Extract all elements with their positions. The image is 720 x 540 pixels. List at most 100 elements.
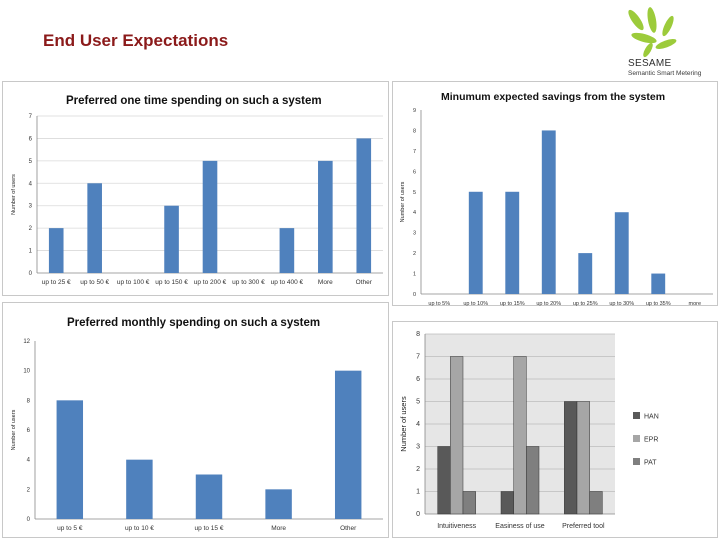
monthly-spending-chart-svg: 0 2 4 6 8 10 12 Preferred monthly spending on s…: [11, 317, 383, 532]
sesame-leaf-icon: [628, 7, 677, 58]
y-tick-label: 10: [23, 369, 30, 375]
x-tick-label: up to 25%: [573, 301, 598, 307]
bar-5: [614, 212, 629, 294]
y-tick-label: 1: [416, 489, 420, 496]
y-tick-label: 2: [416, 466, 420, 473]
bar-2: [505, 191, 520, 294]
monthly-spending-chart: 0 2 4 6 8 10 12 Preferred monthly spending on s…: [2, 302, 389, 538]
y-tick-label: 7: [29, 114, 33, 120]
bar-8: [356, 138, 372, 273]
x-tick-label: Easiness of use: [495, 523, 545, 530]
y-tick-label: 3: [416, 444, 420, 451]
y-tick-label: 3: [29, 204, 33, 210]
y-tick-label: 7: [413, 149, 416, 155]
x-tick-label: up to 150 €: [155, 279, 188, 286]
y-tick-label: 6: [29, 136, 33, 142]
chart-title: Minumum expected savings from the system: [441, 91, 665, 103]
legend-label-epr: EPR: [644, 437, 658, 444]
y-tick-label: 1: [413, 272, 416, 278]
y-tick-label: 0: [413, 292, 416, 298]
y-tick-label: 4: [416, 421, 420, 428]
y-tick-label: 4: [27, 458, 31, 464]
y-tick-label: 1: [29, 249, 33, 255]
bar-pat-2: [589, 491, 603, 515]
x-tick-label: up to 400 €: [271, 279, 304, 286]
slide-title: End User Expectations: [43, 31, 229, 50]
x-tick-label: Preferred tool: [562, 523, 605, 530]
x-tick-label: up to 50 €: [80, 279, 109, 286]
x-tick-label: up to 5 €: [57, 525, 83, 532]
y-tick-label: 6: [413, 169, 416, 175]
bar-epr-0: [450, 356, 464, 515]
x-tick-label: up to 15%: [500, 301, 525, 307]
bar-3: [265, 489, 292, 519]
y-tick-label: 0: [27, 517, 31, 523]
y-tick-label: 4: [413, 210, 416, 216]
y-tick-label: 0: [416, 511, 420, 518]
logo-tagline: Semantic Smart Metering: [628, 70, 702, 77]
y-axis-label: Number of users: [11, 174, 17, 215]
y-tick-label: 6: [27, 428, 31, 434]
bar-2: [195, 474, 223, 519]
x-tick-label: Intuitiveness: [437, 523, 476, 530]
x-tick-label: up to 10 €: [125, 525, 154, 532]
bar-1: [468, 191, 483, 294]
legend-label-han: HAN: [644, 414, 659, 421]
y-tick-label: 9: [413, 108, 416, 114]
x-tick-label: more: [688, 301, 701, 307]
x-tick-label: up to 10%: [463, 301, 488, 307]
y-tick-label: 2: [413, 251, 416, 257]
bar-han-2: [564, 401, 578, 515]
x-tick-label: up to 5%: [428, 301, 450, 307]
bar-han-1: [500, 491, 514, 515]
bar-7: [318, 160, 333, 273]
bar-6: [651, 273, 666, 294]
logo-name: SESAME: [628, 58, 672, 69]
x-tick-label: up to 30%: [609, 301, 634, 307]
y-tick-label: 8: [416, 331, 420, 338]
one-time-spending-chart: 0 1 2 3 4 5 6 7 Preferred one time spending on s…: [2, 81, 389, 296]
bar-4: [202, 160, 218, 273]
y-tick-label: 8: [27, 398, 31, 404]
y-tick-label: 7: [416, 354, 420, 361]
x-tick-label: up to 25 €: [42, 279, 71, 286]
expected-savings-chart: 0 1 2 3 4 5 6 7 8 9 Minumum expected savings from …: [392, 81, 718, 307]
bar-0: [56, 400, 84, 519]
bar-3: [164, 205, 179, 273]
tool-preference-chart-svg: 0 1 2 3 4 5 6 7 8 Number of users Intuitiveness Eas…: [399, 331, 659, 530]
y-tick-label: 5: [29, 159, 33, 165]
bar-1: [126, 459, 153, 519]
legend-swatch-pat: [633, 458, 640, 465]
legend-label-pat: PAT: [644, 460, 657, 467]
y-tick-label: 6: [416, 376, 420, 383]
bar-han-0: [437, 446, 451, 515]
one-time-spending-chart-svg: 0 1 2 3 4 5 6 7 Preferred one time spending on s…: [11, 95, 383, 286]
x-tick-label: Other: [356, 279, 373, 286]
bar-epr-2: [576, 401, 590, 515]
bar-pat-0: [462, 491, 476, 515]
x-tick-label: More: [271, 525, 286, 532]
bar-0: [48, 228, 64, 273]
y-tick-label: 0: [29, 271, 33, 277]
bar-pat-1: [526, 446, 540, 515]
x-tick-label: More: [318, 279, 333, 286]
y-axis-label: Number of users: [399, 396, 408, 452]
y-axis-label: Number of users: [400, 181, 406, 222]
y-tick-label: 12: [23, 339, 30, 345]
sesame-logo: SESAME Semantic Smart Metering: [618, 6, 718, 82]
bar-4: [578, 253, 593, 294]
x-tick-label: up to 35%: [646, 301, 671, 307]
y-tick-label: 3: [413, 231, 416, 237]
chart-title: Preferred one time spending on such a sy…: [66, 95, 322, 107]
x-tick-label: Other: [340, 525, 357, 532]
y-tick-label: 5: [413, 190, 416, 196]
chart-title: Preferred monthly spending on such a sys…: [67, 317, 320, 329]
bar-1: [87, 183, 102, 273]
x-tick-label: up to 300 €: [232, 279, 265, 286]
bar-6: [279, 228, 295, 273]
y-tick-label: 8: [413, 128, 416, 134]
y-axis-label: Number of users: [11, 409, 17, 450]
y-tick-label: 2: [29, 226, 33, 232]
y-tick-label: 5: [416, 399, 420, 406]
y-tick-label: 4: [29, 181, 33, 187]
